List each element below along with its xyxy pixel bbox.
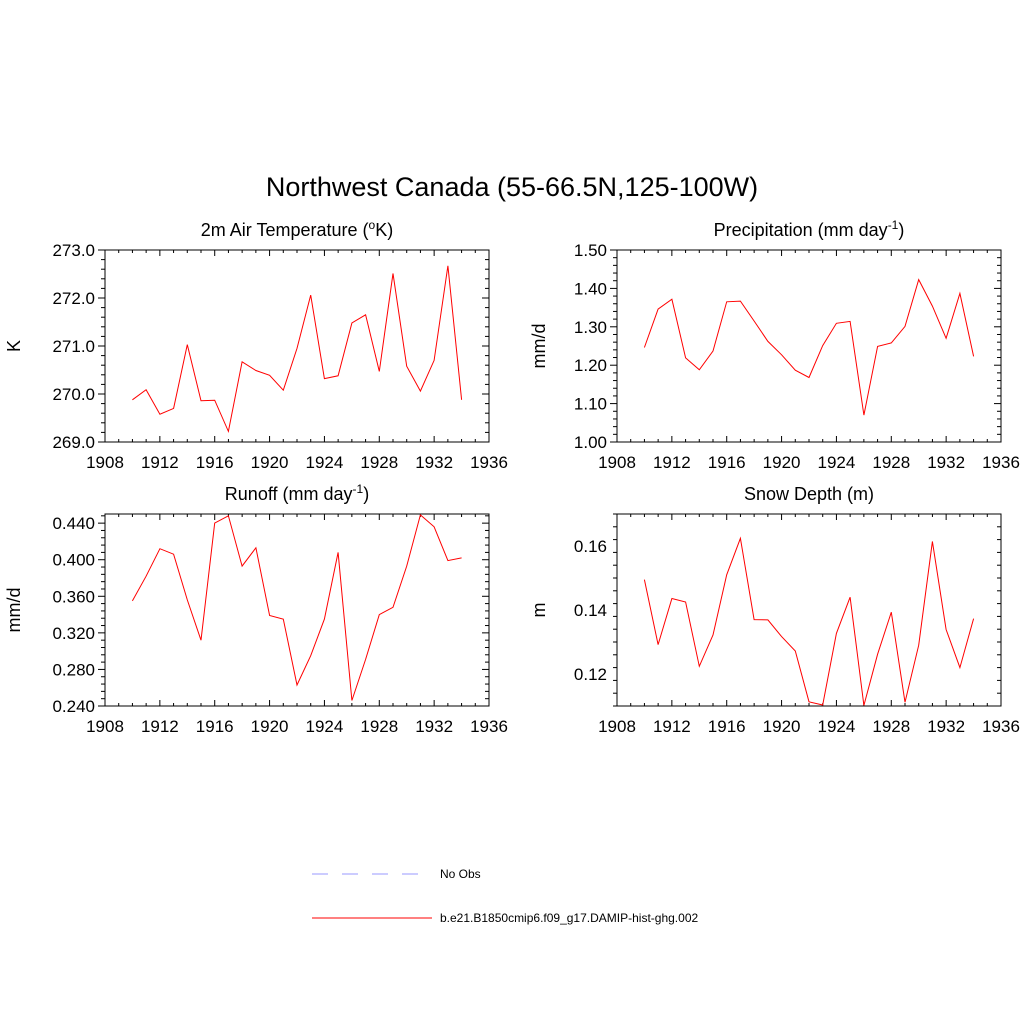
panel-temperature: 2m Air Temperature (oK) K 1908 1912 1916 1920… <box>4 218 508 472</box>
y-tick-label: 0.240 <box>52 697 95 716</box>
x-tick-label: 1932 <box>927 717 965 736</box>
panel-title: Runoff (mm day-1) <box>225 482 369 504</box>
x-tick-label: 1920 <box>763 453 801 472</box>
x-tick-label: 1932 <box>415 453 453 472</box>
y-tick-label: 0.16 <box>574 537 607 556</box>
x-tick-label: 1912 <box>141 453 179 472</box>
series-line <box>643 536 975 706</box>
y-axis-label: K <box>4 340 24 352</box>
panel-title-superscript: -1 <box>888 218 899 232</box>
panel-title-text: Runoff (mm day <box>225 484 353 504</box>
x-tick-label: 1908 <box>598 717 636 736</box>
y-tick-label: 272.0 <box>52 289 95 308</box>
y-tick-label: 0.12 <box>574 665 607 684</box>
plot-frame <box>104 513 490 707</box>
x-tick-label: 1920 <box>251 717 289 736</box>
y-tick-label: 1.40 <box>574 279 607 298</box>
y-tick-label: 273.0 <box>52 241 95 260</box>
x-tick-label: 1920 <box>763 717 801 736</box>
x-tick-label: 1936 <box>470 717 508 736</box>
panel-snow-depth: Snow Depth (m) m 1908 1912 1916 1920 1924 1928 1… <box>529 484 1020 736</box>
x-tick-label: 1936 <box>982 453 1020 472</box>
y-axis-label: mm/d <box>4 588 24 633</box>
panel-title: Precipitation (mm day-1) <box>714 218 905 240</box>
x-tick-label: 1936 <box>982 717 1020 736</box>
panel-title-superscript: o <box>369 218 376 232</box>
legend-model-label: b.e21.B1850cmip6.f09_g17.DAMIP-hist-ghg.… <box>440 911 698 925</box>
chart-panels: 2m Air Temperature (oK) K 1908 1912 1916 1920… <box>4 218 1020 736</box>
x-tick-label: 1936 <box>470 453 508 472</box>
y-tick-label: 1.20 <box>574 356 607 375</box>
x-tick-label: 1916 <box>708 717 746 736</box>
x-tick-label: 1928 <box>872 453 910 472</box>
x-tick-label: 1908 <box>86 453 124 472</box>
panel-title-text: 2m Air Temperature ( <box>201 220 369 240</box>
legend-no-obs-label: No Obs <box>440 867 481 881</box>
panel-title-suffix: ) <box>363 484 369 504</box>
panel-title: Snow Depth (m) <box>744 484 874 504</box>
x-tick-label: 1912 <box>653 717 691 736</box>
figure-title: Northwest Canada (55-66.5N,125-100W) <box>266 172 758 202</box>
x-tick-label: 1908 <box>598 453 636 472</box>
y-tick-label: 1.00 <box>574 433 607 452</box>
series-line <box>643 278 975 416</box>
panel-title-suffix: ) <box>898 220 904 240</box>
x-tick-label: 1916 <box>196 717 234 736</box>
x-tick-label: 1924 <box>306 453 344 472</box>
x-tick-label: 1932 <box>927 453 965 472</box>
x-tick-label: 1924 <box>306 717 344 736</box>
panel-title: 2m Air Temperature (oK) <box>201 218 393 240</box>
x-tick-label: 1908 <box>86 717 124 736</box>
plot-frame <box>616 249 1002 443</box>
y-tick-label: 271.0 <box>52 337 95 356</box>
legend: No Obs b.e21.B1850cmip6.f09_g17.DAMIP-hi… <box>312 867 698 925</box>
x-tick-label: 1916 <box>196 453 234 472</box>
y-axis-label: mm/d <box>529 324 549 369</box>
panel-title-text: Precipitation (mm day <box>714 220 888 240</box>
y-tick-label: 0.360 <box>52 587 95 606</box>
x-tick-label: 1924 <box>818 717 856 736</box>
x-tick-label: 1928 <box>360 453 398 472</box>
y-axis-label: m <box>529 603 549 618</box>
y-tick-label: 1.30 <box>574 318 607 337</box>
y-tick-label: 0.280 <box>52 660 95 679</box>
panel-title-superscript: -1 <box>353 482 364 496</box>
y-tick-label: 270.0 <box>52 385 95 404</box>
y-tick-label: 1.50 <box>574 241 607 260</box>
x-tick-label: 1924 <box>818 453 856 472</box>
series-line <box>131 513 462 701</box>
x-tick-label: 1920 <box>251 453 289 472</box>
y-tick-label: 0.400 <box>52 551 95 570</box>
series-line <box>132 265 463 434</box>
x-tick-label: 1916 <box>708 453 746 472</box>
y-tick-label: 0.320 <box>52 624 95 643</box>
y-tick-label: 0.440 <box>52 514 95 533</box>
x-tick-label: 1928 <box>872 717 910 736</box>
y-tick-label: 1.10 <box>574 395 607 414</box>
panel-runoff: Runoff (mm day-1) mm/d 1908 1912 1916 1920 192… <box>4 482 508 736</box>
panel-precipitation: Precipitation (mm day-1) mm/d 1908 1912 1916… <box>529 218 1020 472</box>
x-tick-label: 1912 <box>653 453 691 472</box>
panel-title-text: Snow Depth (m) <box>744 484 874 504</box>
y-tick-label: 269.0 <box>52 433 95 452</box>
x-tick-label: 1928 <box>360 717 398 736</box>
x-tick-label: 1912 <box>141 717 179 736</box>
x-tick-label: 1932 <box>415 717 453 736</box>
y-tick-label: 0.14 <box>574 601 607 620</box>
panel-title-suffix: K) <box>375 220 393 240</box>
